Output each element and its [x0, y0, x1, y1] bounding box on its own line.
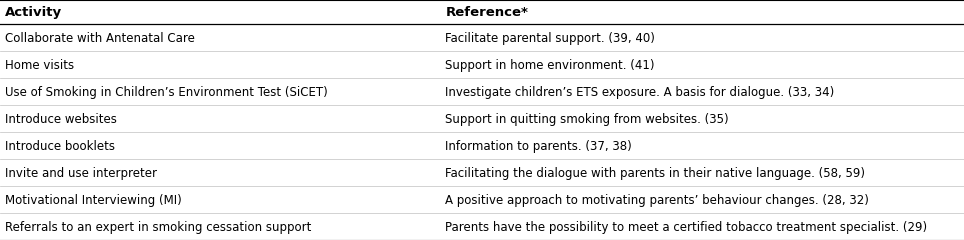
- Text: Activity: Activity: [5, 6, 62, 19]
- Text: Referrals to an expert in smoking cessation support: Referrals to an expert in smoking cessat…: [5, 221, 311, 234]
- Text: Investigate children’s ETS exposure. A basis for dialogue. (33, 34): Investigate children’s ETS exposure. A b…: [445, 85, 835, 99]
- Text: Support in home environment. (41): Support in home environment. (41): [445, 59, 655, 72]
- Text: Introduce websites: Introduce websites: [5, 113, 117, 126]
- Text: Introduce booklets: Introduce booklets: [5, 139, 115, 153]
- Text: Motivational Interviewing (MI): Motivational Interviewing (MI): [5, 193, 181, 207]
- Text: Facilitate parental support. (39, 40): Facilitate parental support. (39, 40): [445, 31, 656, 45]
- Text: Reference*: Reference*: [445, 6, 528, 19]
- Text: Information to parents. (37, 38): Information to parents. (37, 38): [445, 139, 632, 153]
- Text: Use of Smoking in Children’s Environment Test (SiCET): Use of Smoking in Children’s Environment…: [5, 85, 328, 99]
- Text: Home visits: Home visits: [5, 59, 74, 72]
- Text: Collaborate with Antenatal Care: Collaborate with Antenatal Care: [5, 31, 195, 45]
- Text: A positive approach to motivating parents’ behaviour changes. (28, 32): A positive approach to motivating parent…: [445, 193, 870, 207]
- Text: Parents have the possibility to meet a certified tobacco treatment specialist. (: Parents have the possibility to meet a c…: [445, 221, 927, 234]
- Text: Support in quitting smoking from websites. (35): Support in quitting smoking from website…: [445, 113, 729, 126]
- Text: Facilitating the dialogue with parents in their native language. (58, 59): Facilitating the dialogue with parents i…: [445, 167, 866, 180]
- Text: Invite and use interpreter: Invite and use interpreter: [5, 167, 157, 180]
